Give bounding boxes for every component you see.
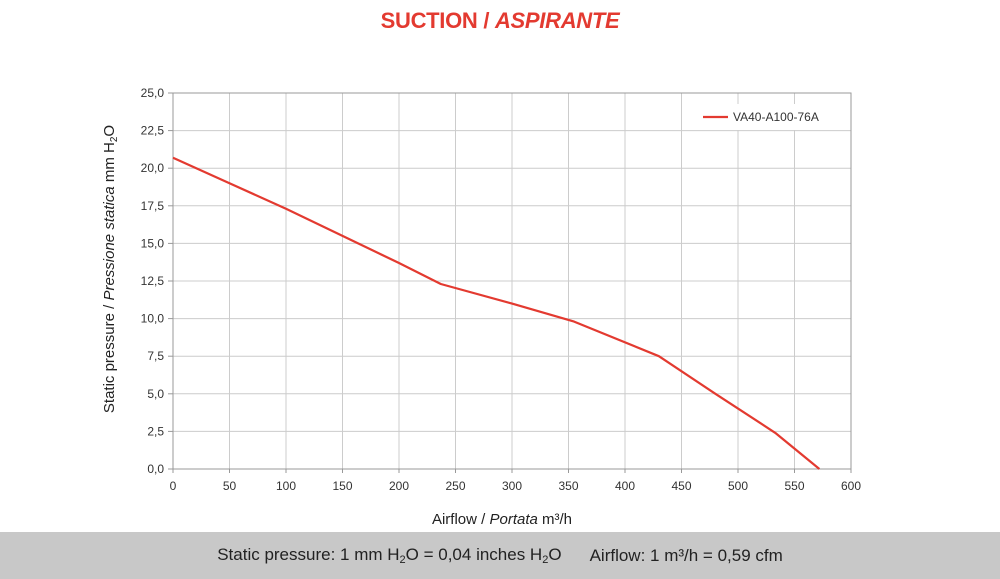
y-tick-label: 12,5 (141, 274, 165, 288)
x-tick-label: 200 (389, 479, 409, 493)
series-line (172, 156, 821, 470)
pressure-airflow-chart: 0 50 100 150 200 250 300 350 400 450 500 550 600 0,0 2… (101, 86, 862, 528)
x-tick-label: 500 (728, 479, 748, 493)
x-tick-label: 600 (841, 479, 861, 493)
x-tick-label: 450 (671, 479, 691, 493)
x-tick-label: 400 (615, 479, 635, 493)
x-tick-label: 50 (223, 479, 237, 493)
y-tick-label: 10,0 (141, 312, 165, 326)
y-tick-label: 15,0 (141, 236, 165, 250)
grid-layer (172, 92, 852, 470)
legend-label: VA40-A100-76A (733, 110, 819, 124)
y-tick-label: 2,5 (147, 424, 164, 438)
series-layer (172, 156, 821, 470)
y-tick-label: 20,0 (141, 161, 165, 175)
x-tick-label: 100 (276, 479, 296, 493)
legend: VA40-A100-76A (695, 104, 841, 130)
pressure-conversion: Static pressure: 1 mm H2O = 0,04 inches … (217, 545, 562, 566)
x-tick-label: 250 (445, 479, 465, 493)
chart-title: SUCTION / ASPIRANTE (0, 8, 1000, 34)
x-tick-label: 300 (502, 479, 522, 493)
axis-layer: 0 50 100 150 200 250 300 350 400 450 500 550 600 0,0 2… (141, 86, 862, 493)
y-tick-label: 7,5 (147, 349, 164, 363)
y-tick-label: 17,5 (141, 199, 165, 213)
x-tick-label: 0 (170, 479, 177, 493)
y-tick-label: 22,5 (141, 124, 165, 138)
plot-frame (172, 92, 852, 470)
x-tick-label: 550 (784, 479, 804, 493)
y-tick-label: 25,0 (141, 86, 165, 100)
title-part-2: ASPIRANTE (494, 8, 620, 33)
y-tick-label: 0,0 (147, 462, 164, 476)
y-tick-label: 5,0 (147, 387, 164, 401)
conversion-footer: Static pressure: 1 mm H2O = 0,04 inches … (0, 532, 1000, 579)
title-part-1: SUCTION / (380, 8, 495, 33)
x-tick-label: 150 (332, 479, 352, 493)
x-tick-label: 350 (558, 479, 578, 493)
x-axis-label: Airflow / Portata m³/h (432, 511, 572, 528)
airflow-conversion: Airflow: 1 m³/h = 0,59 cfm (589, 545, 783, 565)
y-axis-label: Static pressure / Pressione statica mm H… (101, 125, 120, 413)
